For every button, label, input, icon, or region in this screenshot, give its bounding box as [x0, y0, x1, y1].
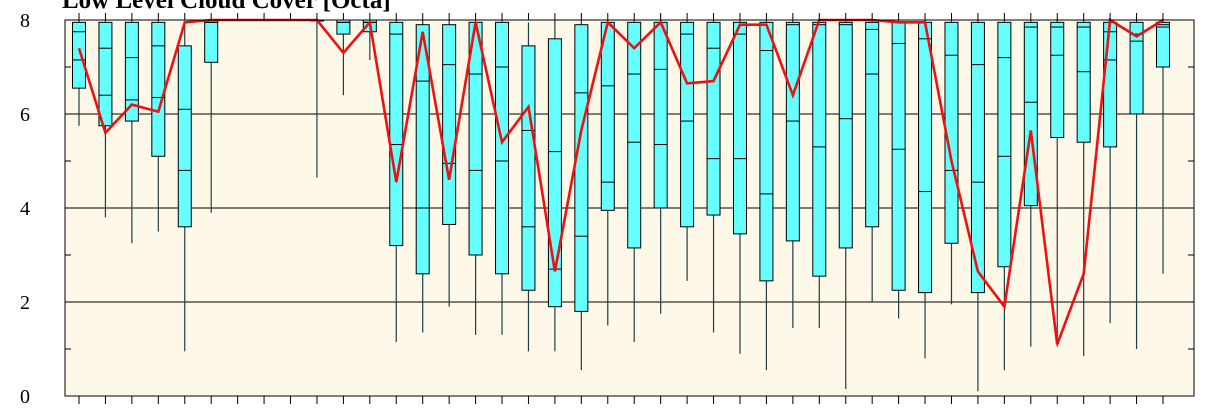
box-body: [1103, 21, 1118, 148]
box-body: [442, 24, 457, 225]
box-body: [1156, 21, 1170, 68]
box-body: [415, 24, 430, 275]
y-tick-label: 4: [20, 198, 30, 220]
box-body: [732, 21, 747, 235]
box-body: [1023, 21, 1038, 207]
box-body: [124, 21, 139, 122]
box-body: [997, 21, 1012, 268]
y-tick-label: 2: [20, 292, 30, 314]
y-tick-label: 8: [20, 10, 30, 32]
box-body: [495, 21, 510, 275]
box-body: [653, 21, 668, 209]
box-body: [521, 45, 536, 291]
box-body: [1129, 21, 1144, 115]
box-body: [177, 45, 192, 228]
chart-title: Low Level Cloud Cover [Octa]: [62, 0, 391, 14]
box-body: [865, 21, 880, 228]
box-body: [389, 21, 404, 247]
box-body: [785, 21, 800, 242]
y-tick-label: 0: [20, 386, 30, 408]
box-body: [627, 21, 642, 249]
box-body: [574, 24, 589, 312]
box-body: [547, 38, 562, 308]
box-body: [1076, 21, 1091, 143]
box-body: [918, 21, 933, 294]
box-body: [838, 21, 853, 249]
box-body: [706, 21, 721, 216]
box-body: [680, 21, 695, 228]
box-body: [970, 21, 985, 294]
box-body: [72, 21, 86, 89]
box-body: [759, 21, 774, 282]
box-body: [98, 21, 113, 127]
box-body: [1050, 21, 1065, 139]
y-tick-label: 6: [20, 104, 30, 126]
box-body: [151, 21, 166, 157]
box-body: [204, 19, 219, 63]
box-body: [891, 21, 906, 291]
plot-frame: [64, 19, 1195, 397]
box-body: [812, 21, 827, 277]
